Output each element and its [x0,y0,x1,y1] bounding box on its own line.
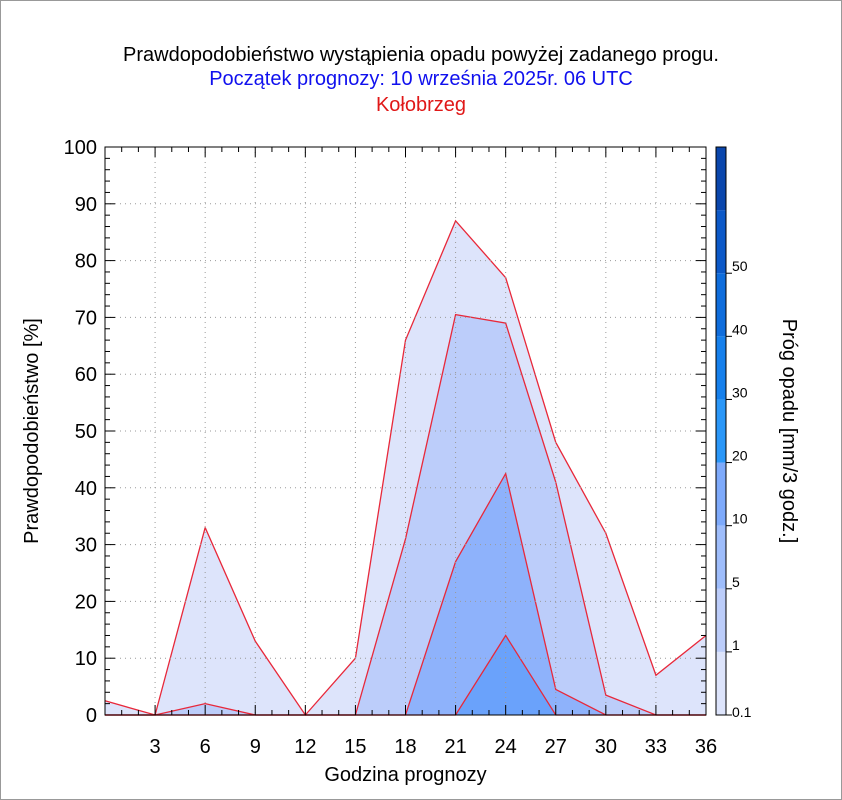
chart-title: Prawdopodobieństwo wystąpienia opadu pow… [123,44,719,66]
x-tick-label: 33 [645,736,667,758]
y-tick-label: 30 [75,535,97,557]
y-axis-label: Prawdopodobieństwo [%] [21,318,43,544]
x-tick-label: 36 [695,736,717,758]
colorbar-segment [716,147,726,211]
area-threshold-1 [105,314,706,715]
colorbar-segment [716,525,726,589]
colorbar-border [715,146,727,716]
y-tick-label: 10 [75,648,97,670]
y-tick-label: 90 [75,194,97,216]
y-tick-label: 20 [75,591,97,613]
colorbar-tick-label: 30 [732,384,748,400]
x-axis-label: Godzina prognozy [324,764,486,786]
forecast-start-subtitle: Początek prognozy: 10 września 2025r. 06… [209,68,633,90]
colorbar-tick-label: 10 [732,511,748,527]
colorbar-segment [716,210,726,274]
colorbar-label: Próg opadu [mm/3 godz.] [778,319,800,544]
colorbar-segment [716,336,726,400]
grid-lines [105,147,706,715]
colorbar-segment [716,651,726,715]
x-tick-label: 24 [495,736,517,758]
x-tick-label: 12 [294,736,316,758]
x-tick-label: 15 [344,736,366,758]
colorbar-segment [716,588,726,652]
colorbar-segment [716,273,726,337]
y-tick-label: 0 [86,705,97,727]
y-tick-label: 100 [64,137,97,159]
y-tick-label: 50 [75,421,97,443]
axis-ticks: 3 6 9 12 15 18 21 24 27 30 33 360102030405060708090… [64,137,718,758]
colorbar-tick-label: 1 [732,637,740,653]
location-subtitle: Kołobrzeg [375,94,467,116]
x-tick-label: 30 [595,736,617,758]
line-threshold-1 [105,313,706,716]
colorbar-tick-label: 20 [732,448,748,464]
y-tick-label: 40 [75,478,97,500]
x-tick-label: 27 [545,736,567,758]
colorbar-tick-label: 40 [732,321,748,337]
y-tick-label: 60 [75,364,97,386]
colorbar-segment [716,399,726,463]
colorbar-tick-label: 50 [732,258,748,274]
x-tick-label: 6 [200,736,211,758]
colorbar-tick-label: 0.1 [732,704,752,720]
x-tick-label: 3 [150,736,161,758]
y-tick-label: 80 [75,251,97,273]
x-tick-label: 21 [444,736,466,758]
x-tick-label: 9 [250,736,261,758]
colorbar-tick-label: 5 [732,574,740,590]
x-tick-label: 18 [394,736,416,758]
y-tick-label: 70 [75,307,97,329]
colorbar-segment [716,462,726,526]
threshold-colorbar: 0.1 1 5 10 20 30 40 50 [715,146,752,720]
